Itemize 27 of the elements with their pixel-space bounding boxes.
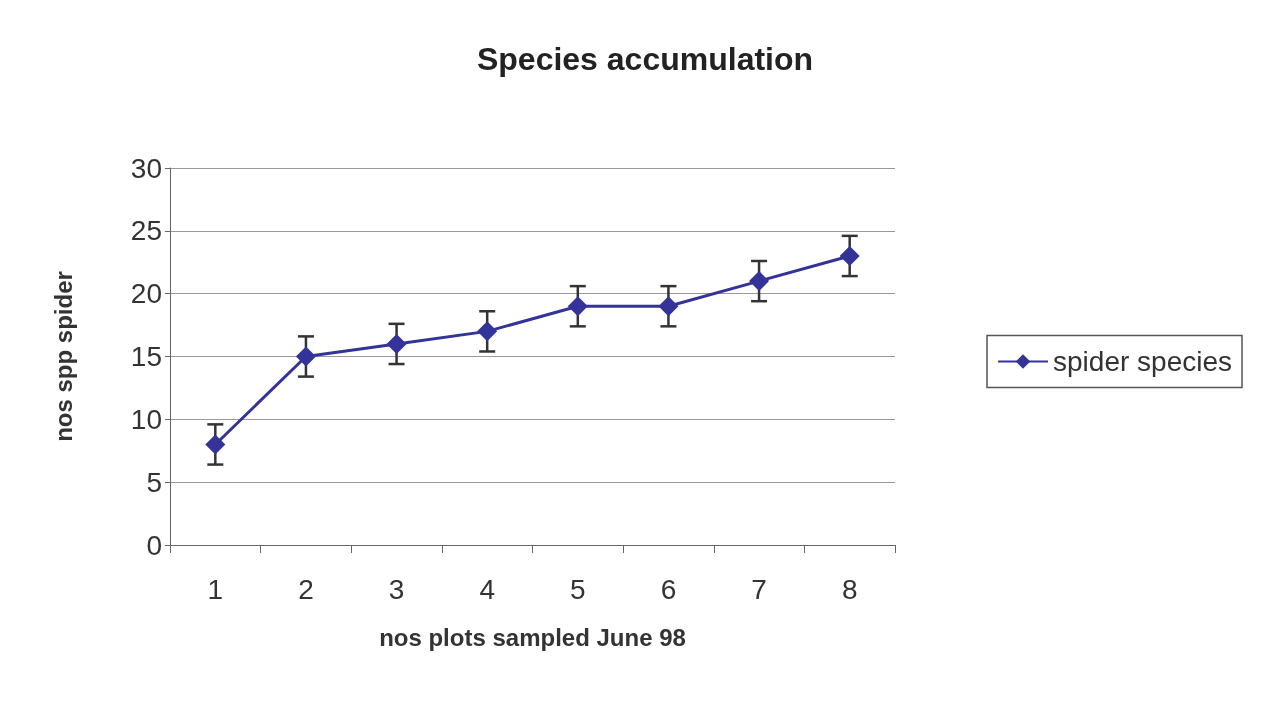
- point: [295, 346, 316, 367]
- x-tick-label: 7: [751, 573, 767, 605]
- x-tick-label: 5: [570, 573, 586, 605]
- x-tick-label: 2: [298, 573, 314, 605]
- point: [658, 296, 679, 317]
- y-tick-label: 15: [130, 341, 162, 372]
- x-tick-label: 8: [841, 573, 858, 605]
- y-tick-label: 10: [130, 403, 162, 435]
- chart-title: Species accumulation: [476, 41, 814, 77]
- y-tick-label: 0: [146, 529, 162, 561]
- y-tick-label: 20: [130, 278, 162, 310]
- point: [477, 321, 498, 342]
- legend-label: spider species: [1053, 346, 1233, 377]
- y-axis-title: nos spp spider: [49, 271, 77, 442]
- y-tick-label: 30: [130, 152, 162, 184]
- point: [749, 271, 770, 292]
- x-tick-label: 3: [388, 573, 405, 605]
- x-tick-label: 6: [660, 573, 677, 605]
- point: [839, 245, 860, 266]
- x-tick-label: 1: [207, 573, 224, 605]
- point: [567, 296, 588, 317]
- point: [205, 434, 226, 455]
- y-tick-label: 25: [130, 215, 162, 247]
- x-axis-title: nos plots sampled June 98: [379, 623, 686, 651]
- point: [386, 333, 407, 354]
- y-tick-label: 5: [146, 466, 162, 498]
- x-tick-label: 4: [479, 573, 495, 605]
